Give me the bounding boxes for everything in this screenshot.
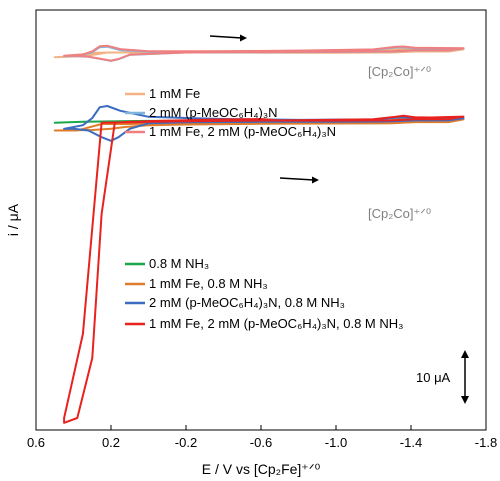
scale-bar-arrowhead-down [461, 396, 469, 404]
series-line-bottom-4 [63, 114, 465, 424]
x-tick-label: -1.4 [400, 435, 422, 450]
annotation-top: [Cp₂Co]⁺ᐟ⁰ [368, 64, 431, 79]
x-tick-label: 0.2 [102, 435, 120, 450]
x-tick-label: -1.8 [475, 435, 497, 450]
legend-bottom: 0.8 M NH₃ 1 mM Fe, 0.8 M NH₃ 2 mM (p-MeO… [125, 256, 403, 331]
legend-entry: 0.8 M NH₃ [149, 256, 209, 271]
scan-direction-arrow-bottom [279, 177, 315, 181]
x-tick-label: -0.6 [250, 435, 272, 450]
legend-entry: 1 mM Fe, 0.8 M NH₃ [149, 276, 268, 291]
scan-direction-arrow-top [209, 35, 243, 39]
legend-entry: 1 mM Fe, 2 mM (p-MeOC₆H₄)₃N [149, 124, 336, 139]
scale-bar: 10 μA [416, 350, 469, 404]
legend-entry: 2 mM (p-MeOC₆H₄)₃N, 0.8 M NH₃ [149, 295, 345, 310]
x-axis-ticks: 0.6 0.2 -0.2 -0.6 -1.0 -1.4 -1.8 [27, 425, 497, 450]
x-tick-label: -0.2 [175, 435, 197, 450]
scale-bar-arrowhead-up [461, 350, 469, 358]
scan-direction-arrowhead-bottom [312, 176, 319, 184]
scale-bar-label: 10 μA [416, 370, 451, 385]
series-line-top-3 [63, 44, 465, 62]
legend-top: 1 mM Fe 2 mM (p-MeOC₆H₄)₃N 1 mM Fe, 2 mM… [125, 86, 336, 139]
x-axis-label: E / V vs [Cp₂Fe]⁺ᐟ⁰ [202, 461, 321, 477]
x-tick-label: 0.6 [27, 435, 45, 450]
scan-direction-arrowhead-top [240, 34, 247, 42]
x-tick-label: -1.0 [325, 435, 347, 450]
legend-entry: 1 mM Fe [149, 86, 200, 101]
series-lines [53, 44, 465, 424]
legend-entry: 1 mM Fe, 2 mM (p-MeOC₆H₄)₃N, 0.8 M NH₃ [149, 316, 403, 331]
annotation-bottom: [Cp₂Co]⁺ᐟ⁰ [368, 206, 431, 221]
legend-entry: 2 mM (p-MeOC₆H₄)₃N [149, 105, 278, 120]
y-axis-label: i / μA [5, 203, 21, 236]
